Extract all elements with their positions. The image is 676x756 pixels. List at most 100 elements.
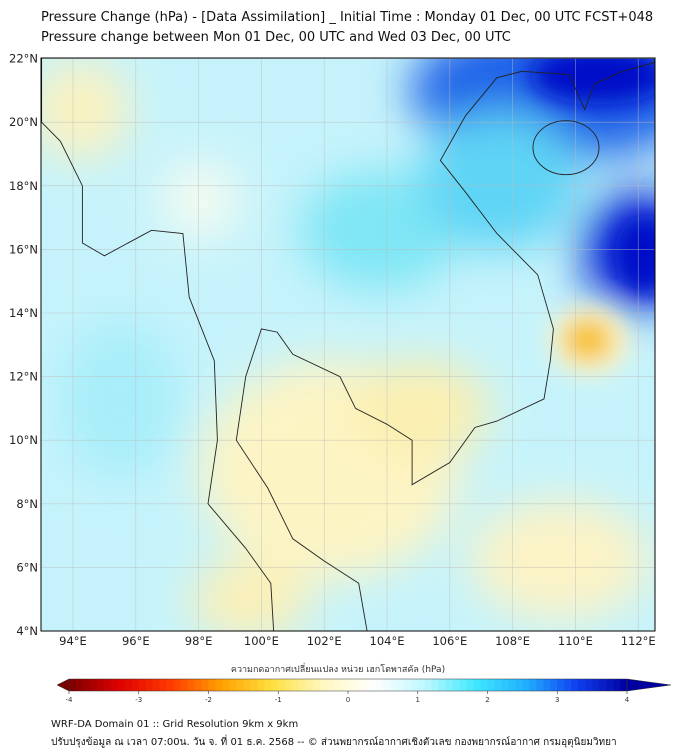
colorbar-bin (515, 679, 523, 691)
colorbar-bin (459, 679, 467, 691)
colorbar-bin (613, 679, 621, 691)
colorbar-bin (361, 679, 370, 691)
colorbar-bin (257, 679, 265, 691)
colorbar-bin (278, 679, 286, 691)
colorbar-bin (396, 679, 405, 691)
colorbar-bin (110, 679, 119, 691)
coastlines (41, 58, 655, 631)
colorbar-bin (578, 679, 586, 691)
colorbar-bin (285, 679, 293, 691)
lon-label: 94°E (59, 634, 87, 648)
colorbar-bin (571, 679, 579, 691)
colorbar-bin (452, 679, 460, 691)
lat-label: 6°N (16, 560, 38, 574)
colorbar-bin (494, 679, 502, 691)
colorbar-bin (264, 679, 272, 691)
lat-label: 12°N (9, 370, 38, 384)
colorbar-bin (431, 679, 440, 691)
colorbar-bin (69, 679, 77, 691)
colorbar-bin (536, 679, 544, 691)
colorbar-bin (557, 679, 565, 691)
colorbar-bin (194, 679, 202, 691)
colorbar-bin (159, 679, 168, 691)
colorbar-bin (89, 679, 98, 691)
lon-label: 96°E (122, 634, 150, 648)
lon-label: 104°E (370, 634, 405, 648)
colorbar-bin (424, 679, 433, 691)
chart-subtitle: Pressure change between Mon 01 Dec, 00 U… (41, 30, 511, 45)
lon-label: 110°E (558, 634, 593, 648)
colorbar-bin (292, 679, 300, 691)
graticule (41, 58, 655, 632)
colorbar-bin (348, 679, 356, 691)
colorbar-bin (403, 679, 412, 691)
lat-label: 8°N (16, 497, 38, 511)
colorbar-bin (585, 679, 593, 691)
colorbar-bin (208, 679, 216, 691)
lat-label: 22°N (9, 52, 38, 66)
colorbar-bin (187, 679, 195, 691)
lat-label: 4°N (16, 624, 38, 638)
lat-label: 10°N (9, 433, 38, 447)
colorbar-bin (368, 679, 377, 691)
colorbar-bin (487, 679, 495, 691)
colorbar-max-arrow (626, 678, 672, 692)
colorbar-bin (410, 679, 419, 691)
colorbar-bin (103, 679, 112, 691)
colorbar-bin (341, 679, 349, 691)
colorbar-bin (592, 679, 600, 691)
lon-label: 106°E (432, 634, 467, 648)
colorbar-tick-label: -3 (135, 696, 142, 704)
colorbar-bin (138, 679, 147, 691)
lon-label: 108°E (495, 634, 530, 648)
colorbar-tick-label: 4 (625, 696, 630, 704)
colorbar-bin (152, 679, 161, 691)
footer-update-info: ปรับปรุงข้อมูล ณ เวลา 07:00น. วัน จ. ที่… (51, 737, 617, 748)
colorbar-bin (201, 679, 209, 691)
colorbar-bin (389, 679, 398, 691)
footer-model-info: WRF-DA Domain 01 :: Grid Resolution 9km … (51, 719, 299, 730)
colorbar-bin (417, 679, 426, 691)
lon-label: 102°E (307, 634, 342, 648)
colorbar-tick-label: 2 (485, 696, 489, 704)
lat-label: 18°N (9, 179, 38, 193)
lat-label: 16°N (9, 242, 38, 256)
colorbar-bin (599, 679, 607, 691)
colorbar-bin (480, 679, 488, 691)
colorbar-bin (131, 679, 140, 691)
colorbar-bin (466, 679, 474, 691)
colorbar-tick-label: 0 (346, 696, 350, 704)
colorbar-bin (445, 679, 454, 691)
lat-label: 14°N (9, 306, 38, 320)
colorbar-bin (327, 679, 335, 691)
map-frame (40, 57, 656, 632)
colorbar-bin (620, 679, 628, 691)
lat-label: 20°N (9, 115, 38, 129)
colorbar-bin (166, 679, 175, 691)
colorbar-bin (250, 679, 258, 691)
colorbar-bin (522, 679, 530, 691)
colorbar-bin (501, 679, 509, 691)
colorbar-bin (222, 679, 230, 691)
colorbar-bin (180, 679, 188, 691)
lon-label: 112°E (621, 634, 656, 648)
colorbar-bin (334, 679, 342, 691)
colorbar-bin (229, 679, 237, 691)
colorbar-bin (550, 679, 558, 691)
colorbar-label: ความกดอากาศเปลี่ยนแปลง หน่วย เฮกโตพาสคัล… (230, 665, 446, 675)
pressure-field (41, 58, 655, 631)
colorbar-bin (124, 679, 133, 691)
colorbar-bin (382, 679, 391, 691)
colorbar-bin (438, 679, 447, 691)
colorbar-bin (606, 679, 614, 691)
colorbar-bin (145, 679, 154, 691)
colorbar-bin (173, 679, 181, 691)
colorbar-bin (306, 679, 314, 691)
colorbar-bin (215, 679, 223, 691)
colorbar-bin (117, 679, 126, 691)
colorbar-bin (96, 679, 105, 691)
colorbar-bin (236, 679, 244, 691)
colorbar-bin (354, 679, 363, 691)
lon-label: 100°E (244, 634, 279, 648)
